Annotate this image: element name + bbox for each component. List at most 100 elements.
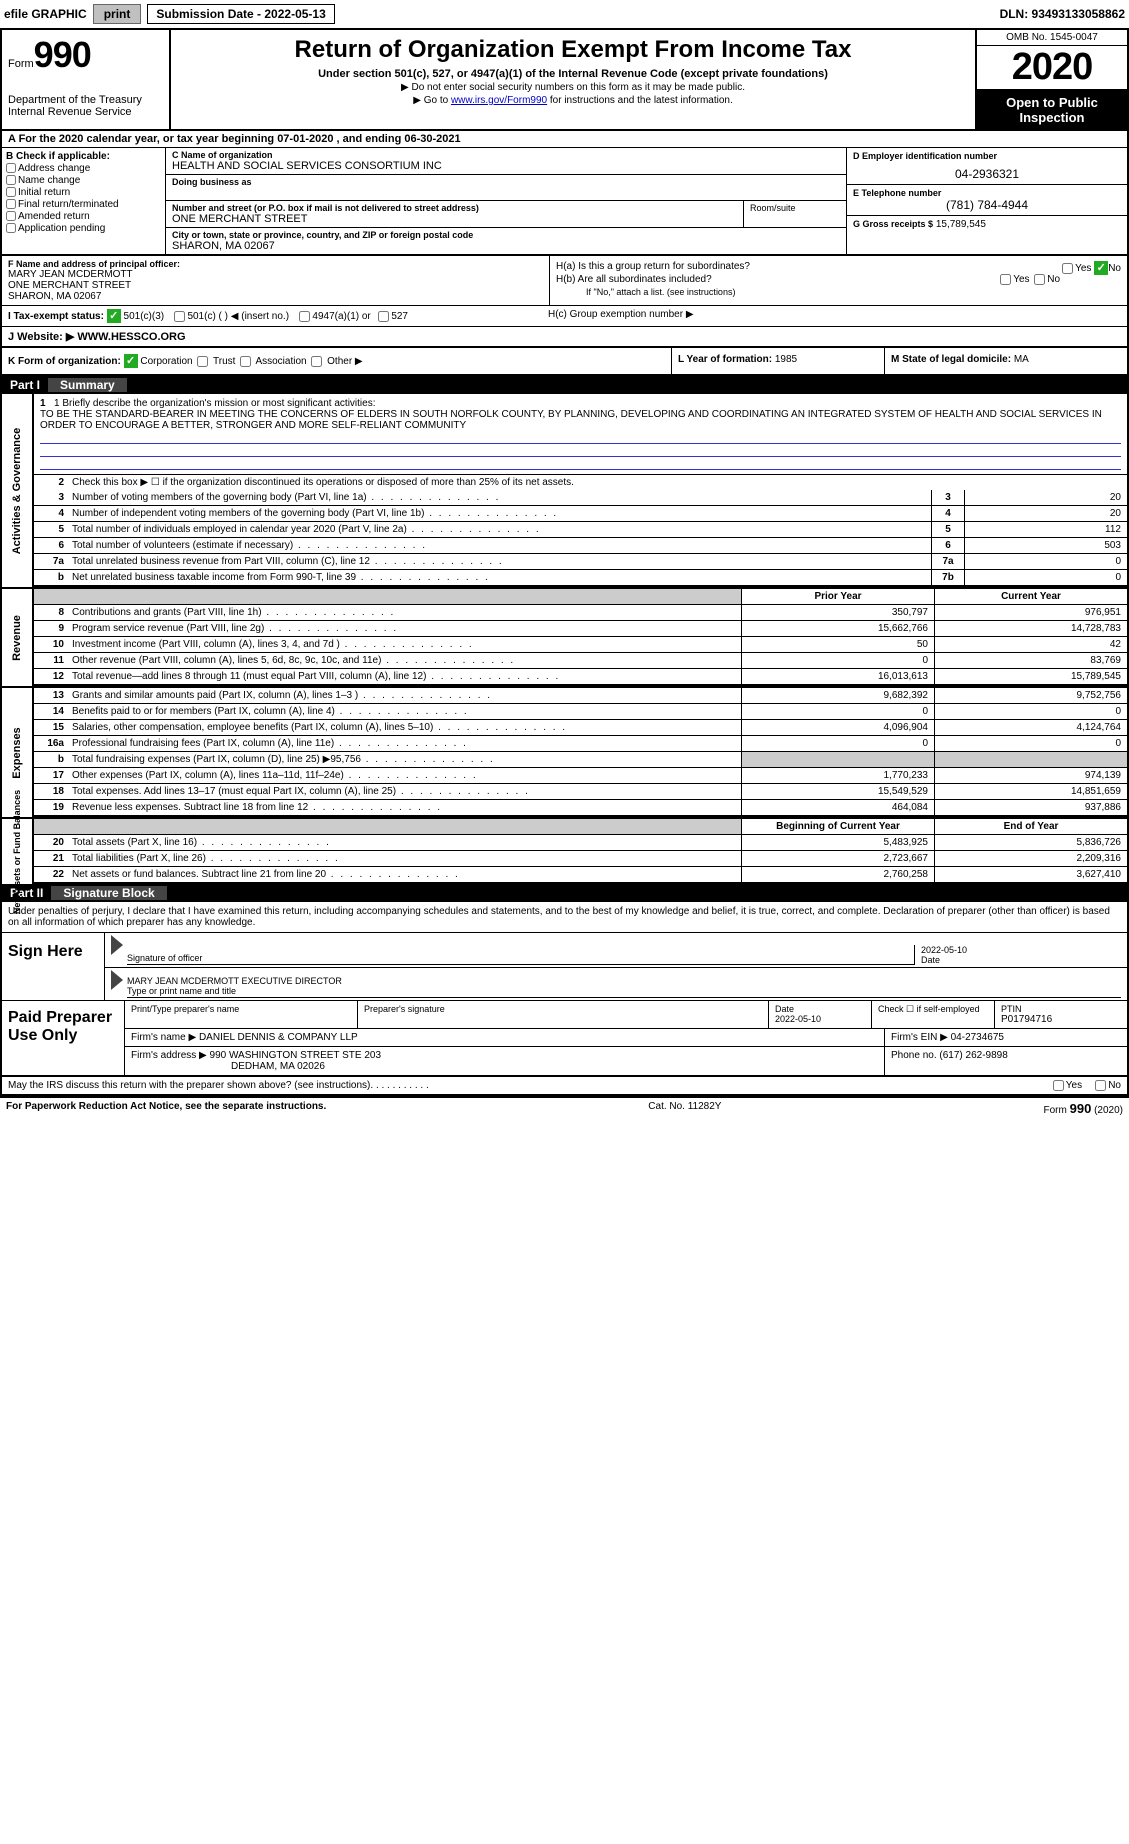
header-center: Return of Organization Exempt From Incom… [171, 30, 975, 129]
discuss-row: May the IRS discuss this return with the… [2, 1077, 1127, 1096]
part2-header: Part II Signature Block [2, 884, 1127, 902]
firm-ein: 04-2734675 [951, 1032, 1004, 1043]
l-value: 1985 [775, 354, 797, 365]
irs-label: Internal Revenue Service [8, 106, 163, 118]
data-row: 16a Professional fundraising fees (Part … [34, 736, 1127, 752]
section-c: C Name of organization HEALTH AND SOCIAL… [166, 148, 846, 254]
officer-addr1: ONE MERCHANT STREET [8, 280, 543, 291]
addr-label: Number and street (or P.O. box if mail i… [172, 203, 737, 213]
data-row: 9 Program service revenue (Part VIII, li… [34, 621, 1127, 637]
netassets-header-row: Beginning of Current Year End of Year [34, 819, 1127, 835]
firm-addr1: 990 WASHINGTON STREET STE 203 [210, 1050, 382, 1061]
k-label: K Form of organization: [8, 356, 121, 367]
discuss-yes[interactable] [1053, 1080, 1064, 1091]
ein-value: 04-2936321 [853, 167, 1121, 181]
form-title: Return of Organization Exempt From Incom… [179, 36, 967, 64]
section-b: B Check if applicable: Address change Na… [2, 148, 166, 254]
part1-title: Summary [48, 378, 127, 392]
line2-text: Check this box ▶ ☐ if the organization d… [68, 475, 1127, 490]
revenue-header-row: Prior Year Current Year [34, 589, 1127, 605]
preparer-row: Paid Preparer Use Only Print/Type prepar… [2, 1001, 1127, 1077]
top-bar: efile GRAPHIC print Submission Date - 20… [0, 0, 1129, 28]
data-row: b Total fundraising expenses (Part IX, c… [34, 752, 1127, 768]
form990-link[interactable]: www.irs.gov/Form990 [451, 95, 547, 106]
checkmark-icon: ✓ [1094, 261, 1108, 275]
gov-row: b Net unrelated business taxable income … [34, 570, 1127, 587]
gross-value: 15,789,545 [936, 219, 986, 230]
gov-row: 4 Number of independent voting members o… [34, 506, 1127, 522]
section-klm: K Form of organization: ✓ Corporation Tr… [2, 348, 1127, 376]
expenses-section: Expenses 13 Grants and similar amounts p… [2, 686, 1127, 817]
form-border: Form990 Department of the Treasury Inter… [0, 28, 1129, 1098]
form-label: Form [8, 58, 34, 70]
mission-label: 1 Briefly describe the organization's mi… [54, 398, 376, 409]
section-bcdeg: B Check if applicable: Address change Na… [2, 148, 1127, 256]
netassets-vert-label: Net Assets or Fund Balances [2, 819, 34, 884]
discuss-no[interactable] [1095, 1080, 1106, 1091]
firm-phone: (617) 262-9898 [939, 1050, 1007, 1061]
col-deg: D Employer identification number 04-2936… [846, 148, 1127, 254]
form-header: Form990 Department of the Treasury Inter… [2, 30, 1127, 131]
officer-label: F Name and address of principal officer: [8, 259, 543, 269]
i-opt3: 4947(a)(1) or [312, 311, 370, 322]
netassets-section: Net Assets or Fund Balances Beginning of… [2, 817, 1127, 884]
cb-name-change[interactable]: Name change [6, 175, 161, 186]
form-number: 990 [34, 34, 91, 75]
self-employed-check[interactable]: Check ☐ if self-employed [872, 1001, 995, 1028]
footer-left: For Paperwork Reduction Act Notice, see … [6, 1101, 326, 1116]
efile-label: efile GRAPHIC [4, 7, 87, 21]
print-button[interactable]: print [93, 4, 142, 24]
m-value: MA [1014, 354, 1029, 365]
i-opt4: 527 [391, 311, 408, 322]
governance-section: Activities & Governance 11 Briefly descr… [2, 394, 1127, 587]
sig-date-cell: 2022-05-10 Date [914, 945, 1121, 965]
footer-right: Form 990 (2020) [1044, 1101, 1124, 1116]
hb-label: H(b) Are all subordinates included? [556, 274, 712, 285]
cb-initial-return[interactable]: Initial return [6, 187, 161, 198]
sig-intro: Under penalties of perjury, I declare th… [2, 902, 1127, 933]
ein-label: D Employer identification number [853, 151, 1121, 161]
i-label: I Tax-exempt status: [8, 311, 104, 322]
cb-application-pending[interactable]: Application pending [6, 223, 161, 234]
form-note2: ▶ Go to www.irs.gov/Form990 for instruct… [179, 95, 967, 106]
hb-yes[interactable] [1000, 274, 1011, 285]
k-trust[interactable] [197, 356, 208, 367]
i-cb2[interactable] [174, 311, 185, 322]
i-cb3[interactable] [299, 311, 310, 322]
form-note1: ▶ Do not enter social security numbers o… [179, 82, 967, 93]
omb-number: OMB No. 1545-0047 [977, 30, 1127, 46]
firm-name: DANIEL DENNIS & COMPANY LLP [199, 1032, 358, 1043]
open-inspection: Open to Public Inspection [977, 91, 1127, 129]
header-left: Form990 Department of the Treasury Inter… [2, 30, 171, 129]
part1-header: Part I Summary [2, 376, 1127, 394]
dba-label: Doing business as [172, 177, 840, 187]
data-row: 20 Total assets (Part X, line 16) 5,483,… [34, 835, 1127, 851]
hb-no[interactable] [1034, 274, 1045, 285]
current-year-header: Current Year [934, 589, 1127, 604]
checkmark-icon: ✓ [124, 354, 138, 368]
footer: For Paperwork Reduction Act Notice, see … [0, 1098, 1129, 1119]
addr-value: ONE MERCHANT STREET [172, 213, 737, 225]
submission-date: Submission Date - 2022-05-13 [147, 4, 334, 24]
cb-final-return[interactable]: Final return/terminated [6, 199, 161, 210]
k-other[interactable] [311, 356, 322, 367]
mission-text: TO BE THE STANDARD-BEARER IN MEETING THE… [40, 409, 1121, 431]
data-row: 10 Investment income (Part VIII, column … [34, 637, 1127, 653]
org-name: HEALTH AND SOCIAL SERVICES CONSORTIUM IN… [172, 160, 840, 172]
officer-addr2: SHARON, MA 02067 [8, 291, 543, 302]
phone-label: E Telephone number [853, 188, 1121, 198]
ha-yes[interactable] [1062, 263, 1073, 274]
header-right: OMB No. 1545-0047 2020 Open to Public In… [975, 30, 1127, 129]
ptin-value: P01794716 [1001, 1014, 1121, 1025]
k-assoc[interactable] [240, 356, 251, 367]
arrow-icon [111, 970, 123, 990]
cb-address-change[interactable]: Address change [6, 163, 161, 174]
arrow-icon [111, 935, 123, 955]
cb-amended-return[interactable]: Amended return [6, 211, 161, 222]
form-container: efile GRAPHIC print Submission Date - 20… [0, 0, 1129, 1119]
gov-row: 7a Total unrelated business revenue from… [34, 554, 1127, 570]
data-row: 17 Other expenses (Part IX, column (A), … [34, 768, 1127, 784]
data-row: 12 Total revenue—add lines 8 through 11 … [34, 669, 1127, 686]
i-cb4[interactable] [378, 311, 389, 322]
city-value: SHARON, MA 02067 [172, 240, 840, 252]
